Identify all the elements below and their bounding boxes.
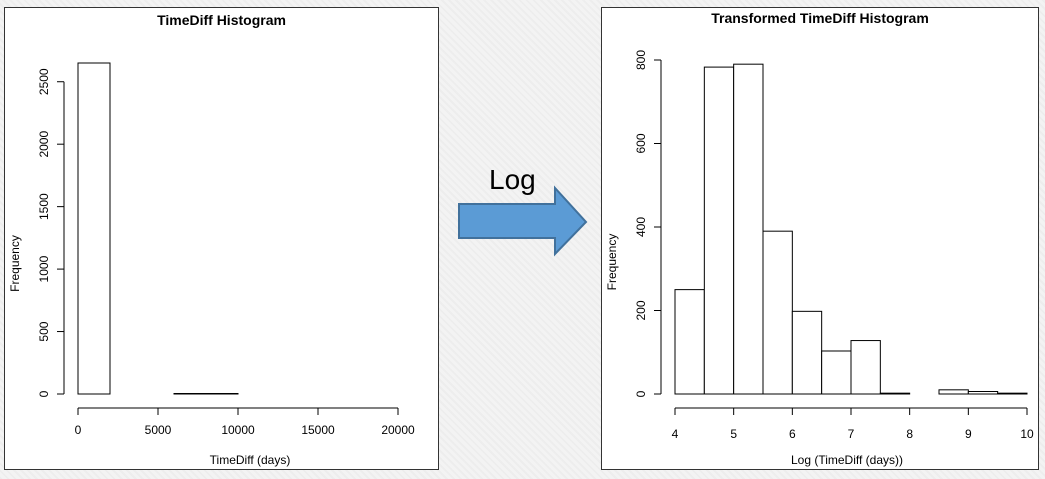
chart-svg: Transformed TimeDiff Histogram 4 5 6 7 8 9 10 0 2… bbox=[605, 10, 1034, 467]
x-tick-label-4: 20000 bbox=[381, 423, 415, 437]
chart-svg: TimeDiff Histogram 0 5000 10000 15000 20000 0 5… bbox=[8, 12, 415, 467]
y-tick-label-1: 500 bbox=[37, 321, 51, 341]
left-chart-panel: TimeDiff Histogram 0 5000 10000 15000 20000 0 5… bbox=[4, 7, 439, 470]
x-tick-label-6: 10 bbox=[1020, 427, 1034, 441]
histogram-bar-0 bbox=[674, 289, 705, 395]
x-tick-label-3: 7 bbox=[848, 427, 855, 441]
histogram-bar-3 bbox=[762, 230, 793, 395]
y-axis-label: Frequency bbox=[8, 235, 22, 292]
y-tick-label-5: 2500 bbox=[37, 68, 51, 95]
y-tick-label-0: 0 bbox=[634, 390, 648, 397]
x-tick-label-2: 10000 bbox=[221, 423, 255, 437]
x-tick-label-5: 9 bbox=[965, 427, 972, 441]
y-tick-label-3: 600 bbox=[634, 133, 648, 153]
histogram-bar-0 bbox=[77, 62, 111, 395]
x-axis-label: Log (TimeDiff (days)) bbox=[791, 453, 903, 467]
chart-title: TimeDiff Histogram bbox=[157, 12, 286, 28]
y-tick-label-3: 1500 bbox=[37, 193, 51, 220]
x-axis-label: TimeDiff (days) bbox=[210, 453, 291, 467]
x-tick-label-3: 15000 bbox=[301, 423, 335, 437]
right-arrow-icon bbox=[458, 185, 588, 257]
histogram-bar-10 bbox=[967, 390, 999, 395]
y-axis-label: Frequency bbox=[605, 234, 619, 291]
histogram-bar-5 bbox=[821, 350, 852, 395]
y-tick-label-4: 800 bbox=[634, 50, 648, 70]
histogram-bar-11 bbox=[997, 392, 1028, 395]
y-tick-label-1: 200 bbox=[634, 300, 648, 320]
histogram-bar-7 bbox=[879, 392, 911, 395]
x-tick-label-1: 5000 bbox=[145, 423, 172, 437]
x-tick-label-2: 6 bbox=[789, 427, 796, 441]
chart-title: Transformed TimeDiff Histogram bbox=[711, 10, 929, 26]
x-tick-label-0: 0 bbox=[75, 423, 82, 437]
y-tick-label-0: 0 bbox=[37, 390, 51, 397]
x-tick-label-0: 4 bbox=[672, 427, 679, 441]
right-chart-panel: Transformed TimeDiff Histogram 4 5 6 7 8 9 10 0 2… bbox=[601, 7, 1039, 470]
y-tick-label-4: 2000 bbox=[37, 131, 51, 158]
x-tick-label-4: 8 bbox=[906, 427, 913, 441]
histogram-bar-2 bbox=[733, 63, 764, 395]
histogram-bar-1 bbox=[703, 66, 735, 395]
arrow-label: Log bbox=[489, 164, 536, 195]
log-transform-arrow bbox=[455, 160, 590, 260]
histogram-bar-9 bbox=[938, 389, 969, 395]
x-tick-label-1: 5 bbox=[730, 427, 737, 441]
histogram-bar-4 bbox=[791, 310, 823, 395]
y-tick-label-2: 1000 bbox=[37, 255, 51, 282]
y-tick-label-2: 400 bbox=[634, 217, 648, 237]
histogram-bar-6 bbox=[850, 340, 881, 395]
